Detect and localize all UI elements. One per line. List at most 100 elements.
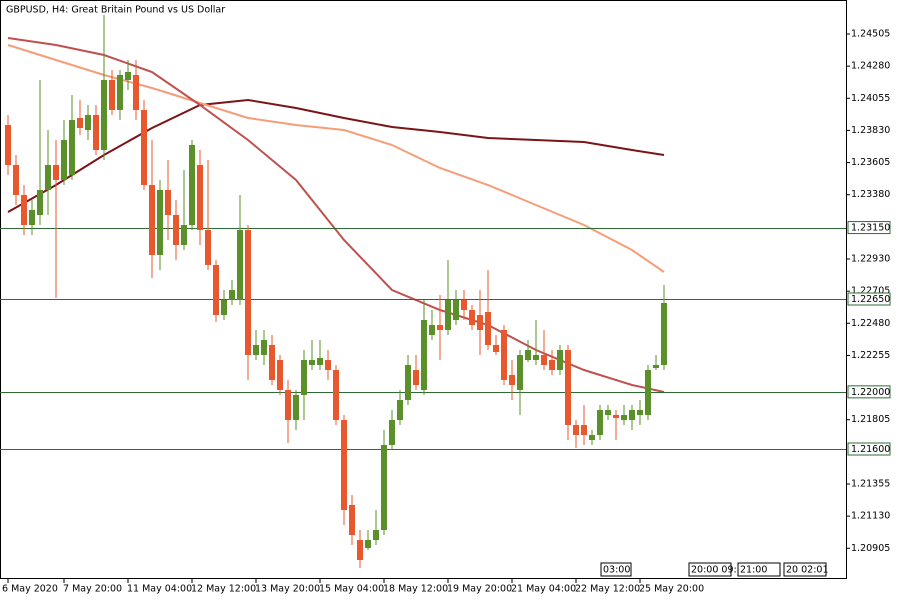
candle-body [389,420,395,445]
y-tick-label: 1.22930 [851,254,890,265]
y-tick-label: 1.22480 [851,318,890,329]
candle-body [53,165,59,180]
candle-body [317,358,323,365]
candle-body [221,300,227,315]
candle-body [309,360,315,365]
candle-body [557,350,563,370]
candle-body [573,425,579,435]
candle-body [125,72,131,80]
candle-body [189,145,195,225]
y-tick-label: 1.21805 [851,414,890,425]
y-tick-label: 1.24280 [851,61,890,72]
scale-label: 20:00 09: [691,565,737,576]
candle-body [413,370,419,385]
candle-body [589,435,595,440]
candle-body [141,110,147,185]
candle-body [133,75,139,110]
candle-body [517,355,523,390]
moving-average [7,98,665,213]
candle-body [549,360,555,370]
y-tick-label: 1.22705 [851,286,890,297]
candle-body [373,530,379,540]
scale-label: 21:00 [740,565,767,576]
candle-body [541,355,547,365]
candle-body [661,303,667,365]
scale-box [688,562,732,577]
candle-body [645,370,651,415]
candle-body [45,165,51,190]
scale-label: 03:00 [603,565,630,576]
candle-body [381,445,387,530]
candle-body [325,360,331,370]
candle-body [501,330,507,380]
y-tick-label: 1.22255 [851,350,890,361]
candle-body [301,360,307,395]
candle-body [205,230,211,265]
candle-body [437,325,443,330]
candle-body [37,190,43,215]
candle-body [469,310,475,325]
y-tick-label: 1.24055 [851,93,890,104]
candle-body [69,120,75,175]
candle-body [117,75,123,110]
candle-body [533,355,539,360]
candle-body [293,395,299,420]
x-tick-label: 6 May 2020 [2,584,58,595]
candle-body [149,185,155,255]
candle-body [277,360,283,390]
candle-body [581,425,587,435]
candle-body [341,420,347,510]
candle-body [605,410,611,415]
candle-body [613,415,619,418]
candle-body [597,410,603,435]
candle-body [109,80,115,110]
x-tick-label: 13 May 20:00 [255,584,320,595]
candle-body [253,345,259,355]
scale-box [600,562,632,577]
candle-body [85,115,91,130]
candle-body [453,300,459,320]
scale-box [783,562,827,577]
candle-body [13,165,19,195]
x-tick-label: 7 May 20:00 [63,584,122,595]
x-tick-label: 19 May 20:00 [447,584,512,595]
level-label: 1.22650 [851,294,890,305]
candle-body [349,505,355,535]
candle-body [261,340,267,355]
candle-body [165,190,171,215]
candle-body [237,230,243,300]
candle-body [461,300,467,310]
y-tick-label: 1.21355 [851,479,890,490]
y-tick-label: 1.23380 [851,189,890,200]
candle-body [285,390,291,420]
candle-body [197,165,203,230]
level-box [847,442,891,456]
candle-body [181,225,187,245]
candle-body [101,80,107,150]
x-tick-label: 11 May 04:00 [127,584,192,595]
candle-body [445,300,451,330]
candle-body [365,540,371,548]
candle-body [21,195,27,225]
candle-body [509,375,515,385]
level-label: 1.21600 [851,444,890,455]
candle-body [213,265,219,315]
x-tick-label: 25 May 20:00 [639,584,704,595]
y-tick-label: 1.20905 [851,543,890,554]
candle-body [493,345,499,352]
candle-body [565,350,571,425]
candle-body [5,125,11,165]
candle-body [525,350,531,360]
level-box [847,385,891,399]
candle-body [429,325,435,335]
candle-body [637,410,643,415]
candle-body [397,400,403,420]
level-box [847,221,891,235]
candle-body [245,230,251,355]
scale-box [737,562,781,577]
candle-body [477,315,483,330]
candle-body [61,140,67,180]
candle-body [269,345,275,380]
